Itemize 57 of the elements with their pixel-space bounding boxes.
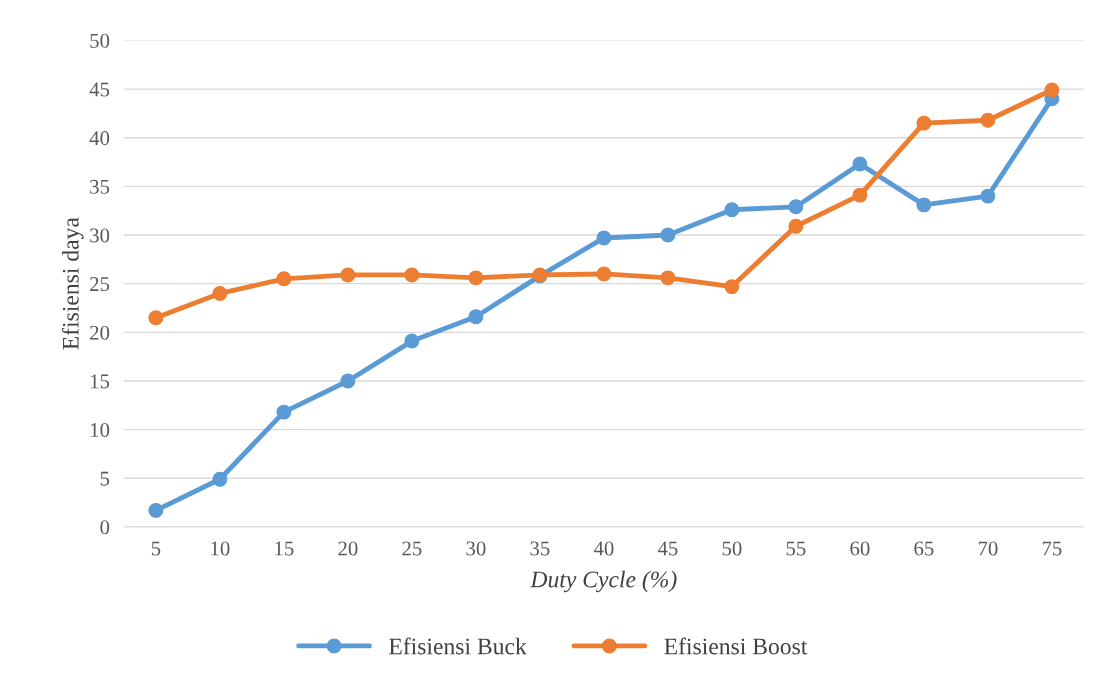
point: [404, 333, 420, 349]
x-tick-label: 10: [211, 541, 230, 556]
point: [596, 230, 612, 246]
y-tick-label: 35: [90, 179, 110, 194]
point: [340, 267, 356, 283]
point: [660, 270, 676, 286]
y-tick-label: 5: [100, 471, 110, 486]
point: [212, 471, 228, 487]
point: [852, 187, 868, 203]
point: [788, 199, 804, 215]
point: [788, 218, 804, 234]
x-tick-label: 35: [530, 541, 550, 556]
point: [276, 271, 292, 287]
y-tick-label: 10: [90, 423, 110, 438]
y-tick-label: 30: [90, 228, 110, 243]
point: [916, 197, 932, 213]
point: [980, 112, 996, 128]
point: [148, 310, 164, 326]
point: [276, 404, 292, 420]
y-tick-label: 40: [89, 131, 110, 146]
x-tick-label: 60: [850, 541, 870, 556]
legend-label: Efisiensi Buck: [389, 637, 527, 655]
x-axis-title: Duty Cycle (%): [530, 570, 677, 593]
point: [724, 202, 740, 218]
y-tick-label: 20: [90, 325, 110, 340]
x-tick-label: 30: [466, 541, 486, 556]
point: [468, 270, 484, 286]
x-tick-label: 25: [402, 541, 422, 556]
point: [340, 373, 356, 389]
point: [596, 266, 612, 282]
x-tick-label: 20: [338, 541, 358, 556]
point: [148, 502, 164, 518]
x-tick-label: 45: [657, 541, 678, 556]
x-tick-label: 75: [1042, 541, 1062, 556]
y-axis-title: Efisiensi daya: [61, 217, 84, 350]
y-tick-label: 25: [90, 277, 110, 292]
point: [212, 285, 228, 301]
point: [1044, 82, 1060, 98]
x-tick-label: 65: [914, 541, 934, 556]
x-tick-label: 40: [593, 541, 614, 556]
y-tick-label: 45: [89, 82, 110, 97]
x-tick-label: 50: [722, 541, 742, 556]
point: [468, 309, 484, 325]
point: [724, 279, 740, 295]
point: [980, 188, 996, 204]
y-tick-label: 0: [100, 520, 110, 535]
x-tick-label: 5: [151, 541, 161, 556]
legend-label: Efisiensi Boost: [664, 637, 808, 655]
point: [852, 156, 868, 172]
point: [660, 227, 676, 243]
x-tick-label: 55: [786, 541, 806, 556]
y-tick-label: 15: [90, 374, 110, 389]
y-tick-label: 50: [90, 33, 110, 48]
x-tick-label: 15: [275, 541, 294, 556]
point: [404, 267, 420, 283]
point: [916, 115, 932, 131]
x-tick-label: 70: [978, 541, 998, 556]
